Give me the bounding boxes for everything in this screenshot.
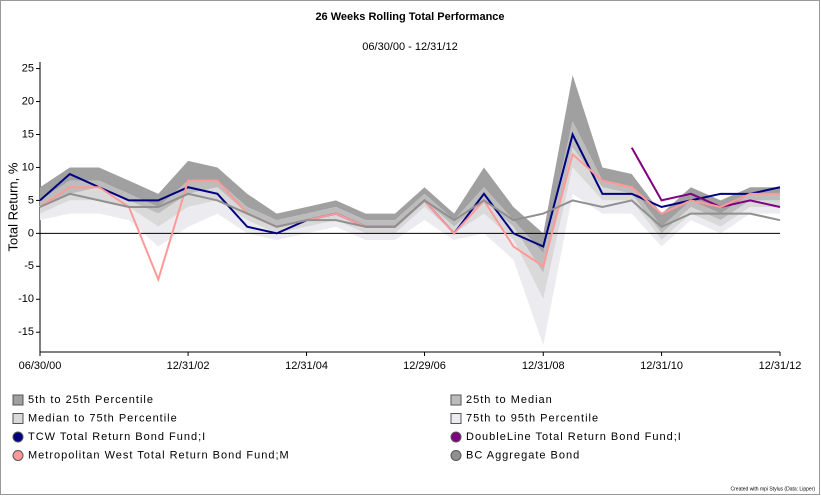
legend-swatch [450,394,462,406]
series-line [39,192,781,228]
legend-label: Metropolitan West Total Return Bond Fund… [28,449,290,461]
legend-label: DoubleLine Total Return Bond Fund;I [466,431,682,443]
legend-label: Median to 75th Percentile [28,412,178,424]
y-tick-label: 20 [22,95,34,107]
legend-swatch [450,450,462,461]
legend-swatch [450,413,462,424]
legend-swatch [12,450,24,461]
percentile-band [40,147,780,300]
y-tick-label: -5 [24,260,34,272]
y-axis-label: Total Return, % [5,162,20,251]
footnote: Created with mpi Stylus (Data: Lipper) [731,486,816,492]
y-tick-label: 10 [22,161,34,173]
y-tick-label: 25 [22,62,34,74]
x-tick-label: 12/29/06 [403,360,446,372]
x-tick-label: 12/31/12 [759,360,802,372]
percentile-band [40,167,780,346]
y-tick-label: 0 [28,227,34,239]
chart-title: 26 Weeks Rolling Total Performance [315,11,504,23]
y-tick-label: -10 [18,293,34,305]
x-tick-label: 12/31/10 [640,360,683,372]
legend-swatch [12,413,24,424]
x-tick-label: 06/30/00 [19,360,62,372]
legend-label: BC Aggregate Bond [466,449,580,461]
x-tick-label: 12/31/08 [522,360,565,372]
legend-label: 25th to Median [466,394,553,406]
y-tick-label: 15 [22,128,34,140]
series-line [630,147,781,209]
legend-swatch [12,394,24,406]
y-tick-label: -15 [18,326,34,338]
x-tick-label: 12/31/04 [285,360,328,372]
legend-label: TCW Total Return Bond Fund;I [28,431,206,443]
legend-label: 75th to 95th Percentile [466,412,599,424]
percentile-band [40,75,780,254]
y-tick-label: 5 [28,194,34,206]
legend-swatch [12,431,24,443]
chart-subtitle: 06/30/00 - 12/31/12 [362,41,457,53]
legend-label: 5th to 25th Percentile [28,394,154,406]
x-tick-label: 12/31/02 [167,360,210,372]
legend-swatch [450,431,462,443]
